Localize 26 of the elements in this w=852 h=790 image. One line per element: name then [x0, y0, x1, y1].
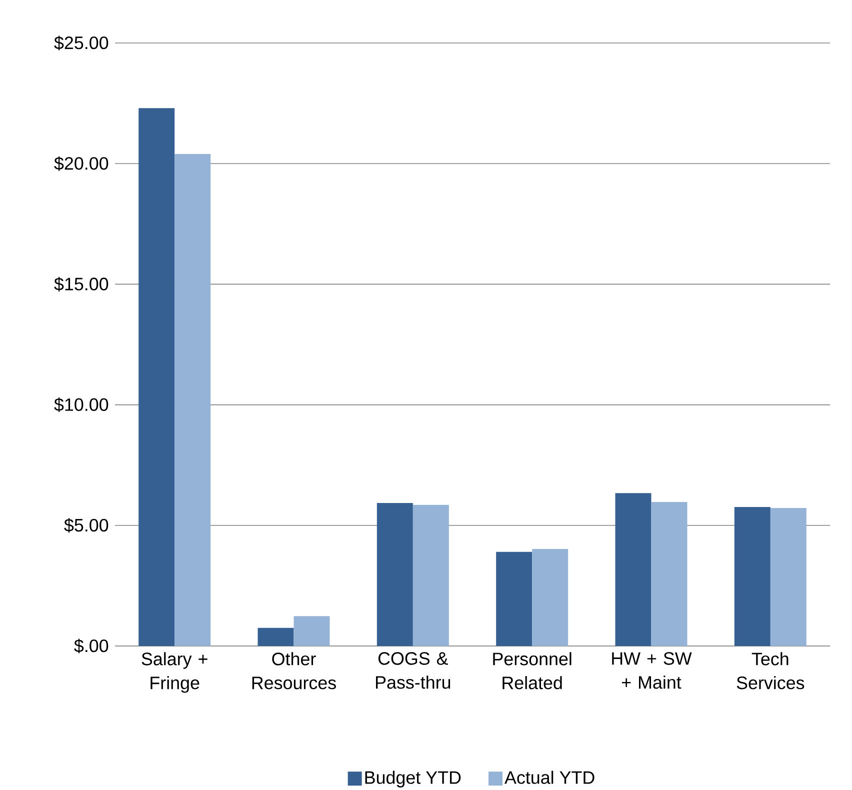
y-tick-label: $25.00 [54, 36, 108, 50]
bar [412, 504, 449, 646]
bar [734, 506, 770, 646]
y-tick-label: $15.00 [54, 276, 108, 292]
x-tick-label: Personnel Related [493, 652, 572, 690]
bar [258, 628, 294, 646]
y-tick-label: $5.00 [64, 518, 108, 532]
x-tick-label: COGS & Pass-thru [376, 652, 450, 689]
bar [294, 616, 330, 646]
bar [615, 492, 652, 646]
legend-label: Actual YTD [504, 770, 594, 784]
x-tick-label: Salary + Fringe [142, 652, 208, 693]
bar [532, 548, 568, 646]
bar [376, 502, 413, 646]
bar [496, 552, 532, 646]
y-tick-label: $.00 [74, 638, 108, 654]
y-tick-label: $20.00 [54, 156, 108, 171]
y-tick-label: $10.00 [54, 397, 108, 412]
x-tick-label: Tech Services [736, 652, 804, 690]
bar [651, 502, 688, 646]
x-tick-label: HW + SW + Maint [612, 652, 692, 689]
bar [770, 508, 806, 646]
bar [138, 108, 175, 646]
x-tick-label: Other Resources [252, 652, 336, 690]
legend-label: Budget YTD [365, 770, 461, 788]
bar [174, 154, 211, 646]
